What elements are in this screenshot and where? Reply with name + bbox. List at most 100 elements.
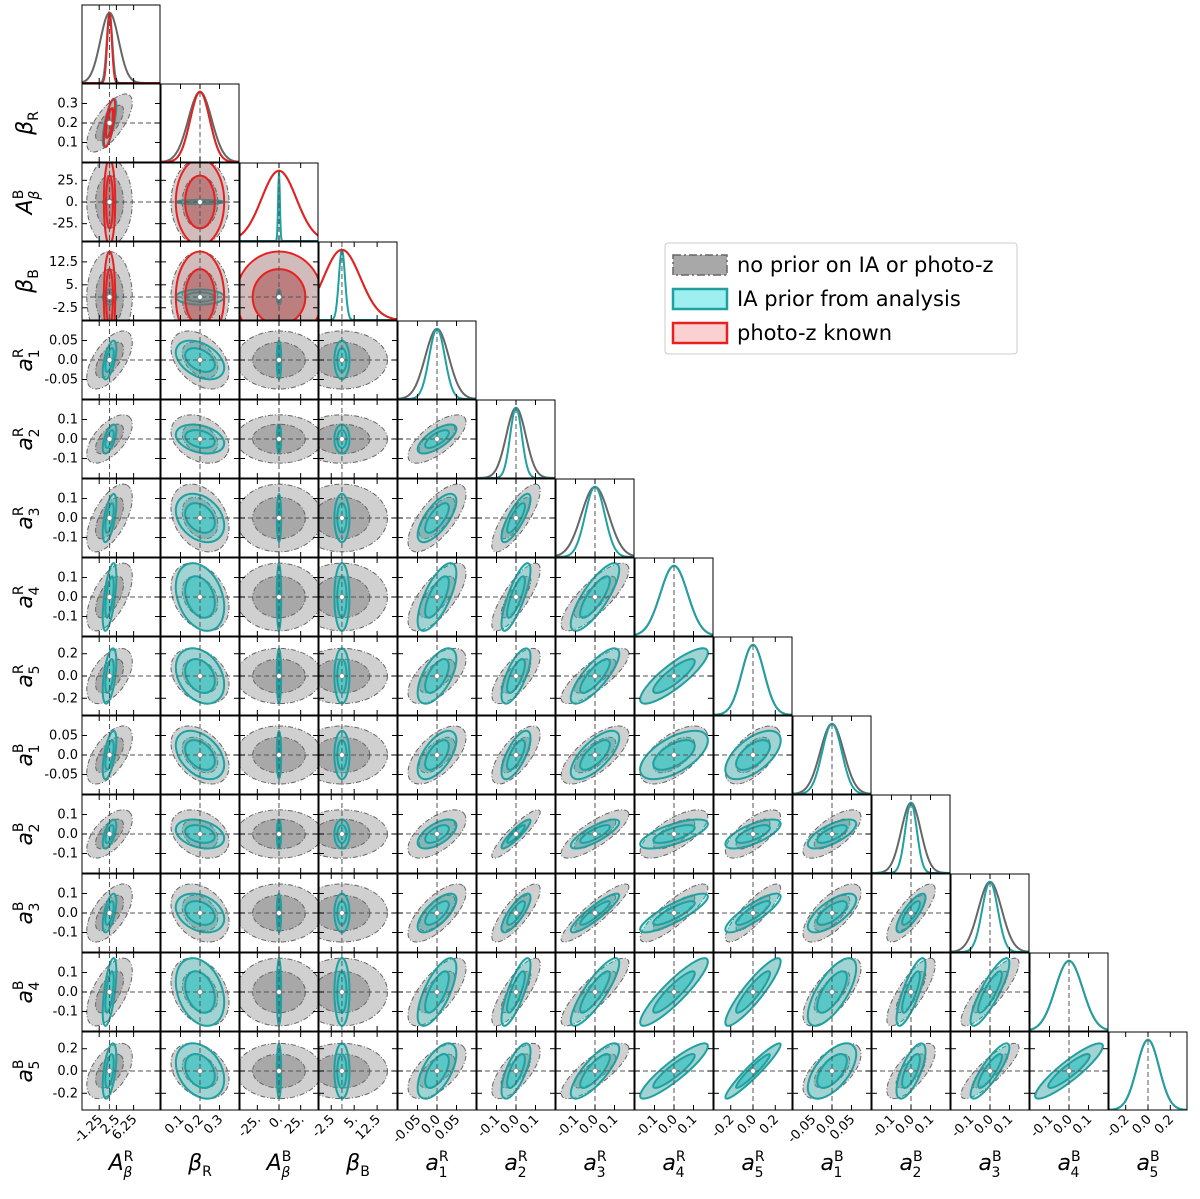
x-tick-label: 12.5 (353, 1112, 384, 1143)
x-tick-label: -2.5 (310, 1112, 339, 1141)
x-tick-label: 0.1 (675, 1112, 700, 1137)
y-tick-label: 0.3 (57, 97, 78, 112)
y-tick-label: 0.0 (57, 827, 78, 842)
fiducial-point (276, 357, 282, 363)
fiducial-point (339, 673, 345, 679)
panel-content (240, 795, 318, 873)
panel-content (556, 637, 634, 715)
panel: -0.20.00.2 (709, 1031, 793, 1141)
label-sub: β (122, 1165, 132, 1181)
label-sup: B (834, 1149, 844, 1165)
panel (476, 952, 556, 1032)
panel-content (477, 637, 555, 715)
label-symbol: a (1057, 1151, 1070, 1176)
fiducial-point (197, 673, 203, 679)
fiducial-point (592, 989, 598, 995)
panel (476, 636, 556, 716)
fiducial-point (339, 594, 345, 600)
x-tick-label: 0.1 (517, 1112, 542, 1137)
panel (397, 636, 477, 716)
panel: -0.10.00.1 (870, 1031, 951, 1141)
fiducial-point (908, 989, 914, 995)
label-symbol: a (741, 1151, 754, 1176)
panel-content (319, 874, 397, 952)
panel (476, 794, 556, 874)
panel (239, 399, 319, 479)
panel (713, 873, 793, 953)
panel-content (161, 795, 239, 873)
panel-content (161, 637, 239, 715)
panel-content (477, 400, 555, 478)
axis-label: aB3 (11, 901, 43, 924)
panel: -2.5 5. 12.5 (49, 241, 161, 321)
y-tick-label: 5. (66, 278, 78, 293)
y-tick-label: 0.0 (57, 906, 78, 921)
y-tick-label: -0.1 (53, 926, 78, 941)
panel-content (556, 479, 634, 557)
label-symbol: a (13, 911, 38, 924)
panel-content (714, 953, 792, 1031)
panel-content (872, 795, 950, 873)
y-tick-label: 0.0 (57, 432, 78, 447)
panel-content (635, 874, 713, 952)
panel-content (161, 163, 239, 241)
y-tick-label: 0.0 (57, 590, 78, 605)
panel: -0.10.00.1 (53, 873, 161, 953)
panel-content (1109, 1032, 1187, 1110)
panel: -0.10.00.1 (633, 1031, 714, 1141)
panel-content (319, 716, 397, 794)
label-sub: 5 (1150, 1165, 1159, 1181)
label-sub: B (26, 269, 42, 279)
label-sup: R (676, 1149, 686, 1165)
panel: -1.252.56.25-0.20.00.2 (53, 1031, 161, 1147)
panel (397, 399, 477, 479)
panel-content (872, 874, 950, 952)
panel: 0.10.20.3 (160, 1031, 240, 1137)
panel (792, 873, 872, 953)
panel (239, 873, 319, 953)
fiducial-point (829, 831, 835, 837)
fiducial-point (339, 1068, 345, 1074)
x-tick-label: 0.2 (757, 1112, 782, 1137)
panel-content (872, 953, 950, 1031)
panel (397, 952, 477, 1032)
panel-content (319, 637, 397, 715)
axis-label: aR5 (11, 664, 43, 687)
label-sub: 2 (27, 428, 43, 437)
panel (634, 557, 714, 637)
fiducial-point (339, 515, 345, 521)
panel-content (398, 1032, 476, 1110)
panel: -25. 0. 25. (53, 162, 161, 242)
panel (871, 794, 951, 874)
panel-content (398, 953, 476, 1031)
fiducial-point (106, 357, 113, 363)
fiducial-point (750, 1068, 756, 1074)
panel-content (319, 321, 397, 399)
label-sub: 3 (597, 1165, 606, 1181)
label-sup: R (11, 427, 27, 437)
fiducial-point (750, 989, 756, 995)
axis-label: AR β (107, 1149, 134, 1181)
panel-content (556, 716, 634, 794)
fiducial-point (106, 199, 113, 205)
label-sup: R (755, 1149, 765, 1165)
marginal-curve (714, 643, 792, 715)
axis-label: aR3 (11, 506, 43, 529)
label-symbol: a (13, 832, 38, 845)
panel (634, 636, 714, 716)
panel-content (319, 479, 397, 557)
panel-content (240, 558, 318, 636)
y-tick-label: -0.1 (53, 610, 78, 625)
marginal-curve (161, 90, 239, 162)
panel (397, 478, 477, 558)
fiducial-point (276, 594, 282, 600)
panel-content (1030, 953, 1108, 1031)
fiducial-point (339, 752, 345, 758)
fiducial-point (106, 673, 113, 679)
panel-content (82, 5, 160, 83)
fiducial-point (750, 831, 756, 837)
panel (239, 557, 319, 637)
label-sup: R (11, 506, 27, 516)
